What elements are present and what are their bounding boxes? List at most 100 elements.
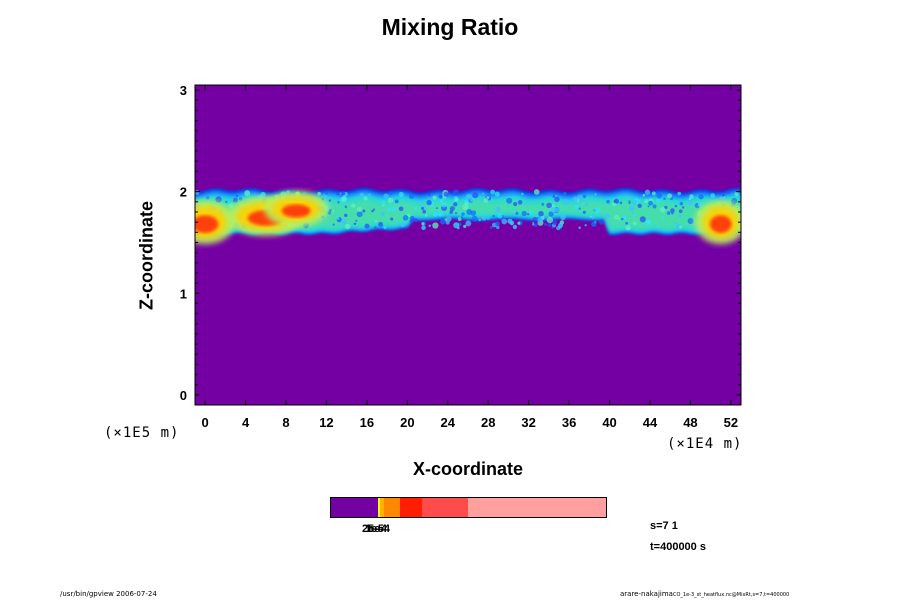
texture-speck <box>537 217 544 223</box>
colorbar <box>330 497 607 518</box>
texture-speck <box>414 218 418 222</box>
texture-speck <box>356 211 363 218</box>
mixing-layer <box>195 187 741 245</box>
texture-speck <box>545 192 548 196</box>
hotspot-red <box>195 215 219 233</box>
texture-speck <box>606 199 610 204</box>
texture-speck <box>501 218 508 225</box>
texture-speck <box>589 215 592 218</box>
texture-speck <box>353 222 357 225</box>
colorbar-tick-label: 2e-5 <box>362 523 385 535</box>
texture-speck <box>655 198 661 204</box>
texture-speck <box>544 223 547 226</box>
x-tick-label: 4 <box>242 415 250 430</box>
texture-speck <box>666 193 673 199</box>
texture-speck <box>550 206 557 213</box>
texture-speck <box>238 197 243 201</box>
texture-speck <box>364 223 370 229</box>
texture-speck <box>390 217 394 221</box>
texture-speck <box>554 207 560 213</box>
texture-speck <box>578 207 581 210</box>
texture-speck <box>341 196 347 202</box>
texture-speck <box>628 200 631 203</box>
texture-speck <box>421 225 426 231</box>
x-tick-label: 36 <box>562 415 576 430</box>
texture-speck <box>563 191 567 196</box>
texture-speck <box>386 206 392 212</box>
texture-speck <box>492 214 496 218</box>
texture-speck <box>454 197 459 202</box>
texture-speck <box>432 222 439 229</box>
texture-speck <box>687 199 693 206</box>
texture-speck <box>260 191 266 198</box>
texture-speck <box>424 214 428 217</box>
texture-speck <box>598 219 604 225</box>
texture-speck <box>551 226 554 229</box>
texture-speck <box>413 206 418 211</box>
texture-speck <box>532 221 535 225</box>
texture-speck <box>645 219 652 226</box>
footer-right-main: arare-nakajima <box>620 590 673 598</box>
texture-speck <box>679 225 683 229</box>
texture-speck <box>656 192 663 199</box>
texture-speck <box>594 193 597 196</box>
texture-speck <box>688 197 691 201</box>
texture-speck <box>428 193 431 196</box>
texture-speck <box>517 200 523 205</box>
x-tick-label: 44 <box>643 415 658 430</box>
texture-speck <box>435 207 438 210</box>
texture-speck <box>351 203 356 208</box>
texture-speck <box>486 216 490 220</box>
texture-speck <box>337 201 340 204</box>
texture-speck <box>552 220 558 226</box>
texture-speck <box>453 202 458 207</box>
texture-speck <box>421 206 425 210</box>
colorbar-segment <box>331 498 378 517</box>
texture-speck <box>584 224 587 227</box>
texture-speck <box>506 197 513 204</box>
texture-speck <box>661 216 665 219</box>
texture-speck <box>486 195 490 199</box>
texture-speck <box>344 223 351 230</box>
texture-speck <box>422 209 427 214</box>
texture-speck <box>619 201 623 205</box>
texture-speck <box>494 191 500 197</box>
texture-speck <box>391 206 397 212</box>
texture-speck <box>336 192 340 196</box>
texture-speck <box>538 210 544 217</box>
texture-speck <box>496 225 500 230</box>
texture-speck <box>637 203 642 208</box>
texture-speck <box>532 216 537 221</box>
texture-speck <box>643 198 646 201</box>
texture-speck <box>509 221 514 226</box>
texture-speck <box>495 221 500 227</box>
texture-speck <box>482 211 485 215</box>
texture-speck <box>678 209 683 214</box>
texture-speck <box>244 190 251 196</box>
colorbar-segment <box>422 498 468 517</box>
texture-speck <box>651 191 656 196</box>
texture-speck <box>679 201 684 206</box>
y-tick-label: 0 <box>180 388 187 403</box>
texture-speck <box>402 215 409 221</box>
texture-speck <box>632 221 637 226</box>
texture-speck <box>494 206 501 213</box>
texture-speck <box>398 191 404 198</box>
texture-speck <box>463 224 467 228</box>
texture-speck <box>670 208 675 213</box>
texture-speck <box>438 194 443 199</box>
colorbar-segment <box>468 498 607 517</box>
texture-speck <box>205 196 210 200</box>
y-tick-label: 3 <box>180 83 187 98</box>
texture-speck <box>354 190 357 193</box>
x-axis-label: X-coordinate <box>412 459 523 479</box>
texture-speck <box>481 216 487 221</box>
texture-speck <box>513 210 517 214</box>
texture-speck <box>677 191 682 196</box>
texture-speck <box>731 197 738 204</box>
texture-speck <box>385 214 389 217</box>
x-tick-label: 0 <box>201 415 208 430</box>
hotspot-red <box>281 204 311 218</box>
texture-speck <box>380 211 385 217</box>
